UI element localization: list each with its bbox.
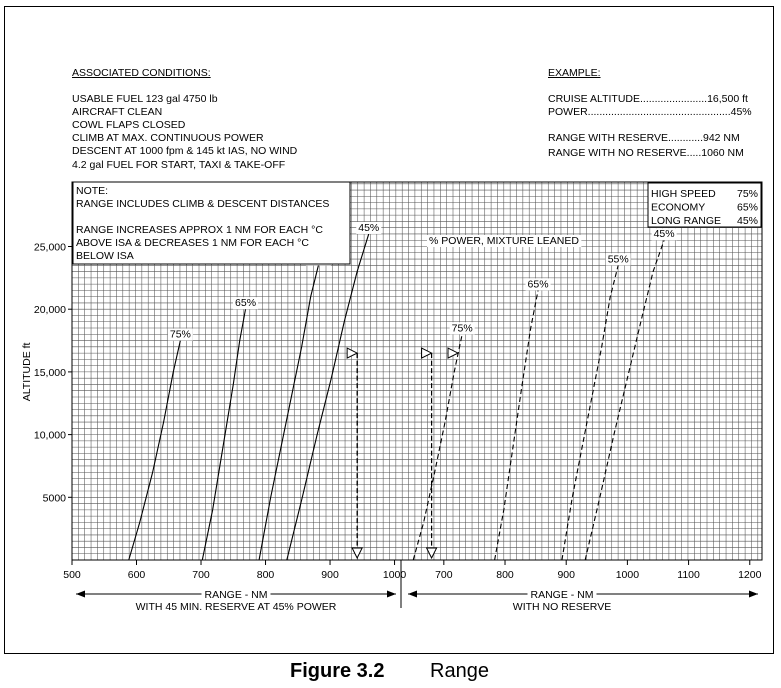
conditions-heading: ASSOCIATED CONDITIONS: (72, 67, 211, 79)
power-legend-value: 45% (737, 215, 758, 227)
condition-line: 4.2 gal FUEL FOR START, TAXI & TAKE-OFF (72, 159, 286, 171)
x-axis-sublabel: WITH 45 MIN. RESERVE AT 45% POWER (136, 601, 337, 613)
note-line: NOTE: (76, 185, 108, 197)
y-tick-label: 15,000 (34, 367, 66, 379)
y-axis-label: ALTITUDE ft (21, 342, 33, 401)
curve-65pct (201, 309, 247, 561)
example-entry-arrow (421, 347, 433, 359)
curve-label: 45% (654, 228, 675, 240)
y-tick-label: 10,000 (34, 430, 66, 442)
curve-45pct (286, 233, 370, 561)
power-legend-value: 65% (737, 202, 758, 214)
curve-45pct (584, 240, 665, 561)
curve-label: 75% (452, 322, 473, 334)
x-tick-label: 800 (496, 569, 514, 581)
plot-border (71, 181, 763, 561)
condition-line: COWL FLAPS CLOSED (72, 119, 186, 131)
example-result-arrow (425, 547, 438, 560)
example-line: RANGE WITH NO RESERVE.....1060 NM (548, 147, 744, 159)
y-tick-label: 25,000 (34, 242, 66, 254)
x-tick-label: 1100 (677, 569, 700, 581)
curve-label: 65% (235, 297, 256, 309)
figure-frame (4, 6, 774, 654)
power-legend-box (647, 182, 762, 228)
power-legend-value: 75% (737, 188, 758, 200)
x-axis-label: RANGE - NM (531, 589, 594, 601)
x-axis-label-bg (527, 589, 597, 601)
x-tick-label: 1000 (616, 569, 640, 581)
condition-line: USABLE FUEL 123 gal 4750 lb (72, 93, 218, 105)
x-tick-label: 1000 (383, 569, 407, 581)
curve-label: 55% (608, 253, 629, 265)
note-line: RANGE INCLUDES CLIMB & DESCENT DISTANCES (76, 198, 329, 210)
x-tick-label: 600 (128, 569, 146, 581)
note-line: ABOVE ISA & DECREASES 1 NM FOR EACH °C (76, 237, 309, 249)
condition-line: AIRCRAFT CLEAN (72, 106, 163, 118)
x-tick-label: 1200 (738, 569, 762, 581)
x-tick-label: 500 (63, 569, 81, 581)
curve-55pct (561, 265, 619, 561)
x-tick-label: 700 (192, 569, 210, 581)
example-line: CRUISE ALTITUDE.......................16… (548, 93, 748, 105)
power-legend-label: LONG RANGE (651, 215, 721, 227)
altitude-entry-arrow (447, 347, 460, 359)
curve-55pct (258, 265, 319, 561)
chart-title-bg (427, 235, 582, 247)
x-tick-label: 900 (321, 569, 339, 581)
example-entry-arrow (346, 347, 359, 359)
x-tick-label: 900 (557, 569, 575, 581)
range-arrow-no-reserve-head (749, 590, 758, 598)
note-box (72, 181, 351, 265)
power-legend-label: ECONOMY (651, 202, 705, 214)
note-line: RANGE INCREASES APPROX 1 NM FOR EACH °C (76, 224, 323, 236)
condition-line: DESCENT AT 1000 fpm & 145 kt IAS, NO WIN… (72, 145, 298, 157)
example-line: POWER...................................… (548, 106, 752, 118)
example-result-arrow (351, 547, 363, 560)
range-arrow-reserve-head (387, 590, 396, 598)
curve-label-bg (167, 328, 193, 341)
x-tick-label: 700 (435, 569, 453, 581)
power-legend-label: HIGH SPEED (651, 188, 716, 200)
curve-label: 65% (528, 278, 549, 290)
curve-75pct (128, 340, 181, 561)
y-tick-label: 5000 (43, 492, 67, 504)
note-box-border (72, 181, 351, 265)
curve-label-bg (525, 278, 551, 291)
x-axis-label: RANGE - NM (205, 589, 268, 601)
curve-label-bg (233, 297, 259, 310)
x-tick-label: 800 (257, 569, 275, 581)
curve-75pct (412, 334, 463, 561)
curve-label: 45% (358, 222, 379, 234)
curve-label: 75% (170, 329, 191, 341)
curve-label-bg (605, 253, 631, 266)
curve-label-bg (651, 228, 677, 241)
range-arrow-reserve-head (76, 590, 85, 598)
figure-number: Figure 3.2 (290, 660, 385, 682)
note-line: BELOW ISA (76, 250, 134, 262)
x-axis-label-bg (201, 589, 271, 601)
curve-label-bg (356, 221, 382, 234)
example-line: RANGE WITH RESERVE............942 NM (548, 132, 740, 144)
y-tick-label: 20,000 (34, 304, 66, 316)
chart-title: % POWER, MIXTURE LEANED (429, 235, 579, 247)
x-axis-sublabel: WITH NO RESERVE (513, 601, 611, 613)
curve-65pct (494, 290, 539, 561)
condition-line: CLIMB AT MAX. CONTINUOUS POWER (72, 132, 264, 144)
example-heading: EXAMPLE: (548, 67, 601, 79)
grid (71, 182, 762, 561)
range-arrow-no-reserve-head (408, 590, 417, 598)
curve-label-bg (449, 322, 475, 335)
figure-title: Range (430, 660, 489, 682)
